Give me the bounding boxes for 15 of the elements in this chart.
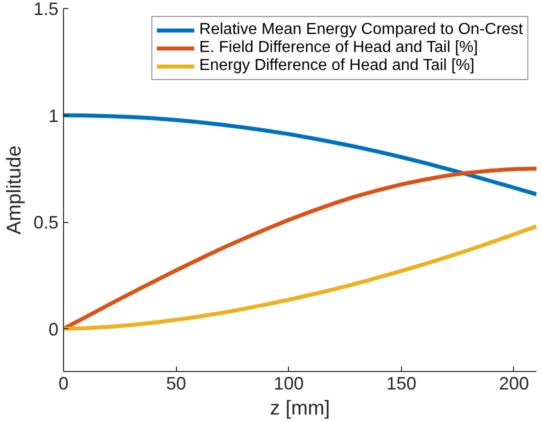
x-tick-label: 100 [274,374,304,394]
x-axis-title: z [mm] [270,398,330,420]
y-tick-label: 0.5 [33,212,59,233]
y-axis-title: Amplitude [3,146,26,234]
line-series [64,113,536,196]
y-tick-label: 0 [48,319,59,340]
x-tick-label: 150 [386,374,416,394]
x-tick-label: 50 [166,374,186,394]
y-tick-label: 1 [48,106,59,126]
legend-label: E. Field Difference of Head and Tail [%] [199,39,478,57]
x-tick-label: 200 [498,374,530,394]
legend-label: Energy Difference of Head and Tail [%] [199,57,474,75]
legend-label: Relative Mean Energy Compared to On-Crest [199,21,523,39]
line-series [64,224,536,331]
y-tick-label: 1.5 [33,0,59,19]
